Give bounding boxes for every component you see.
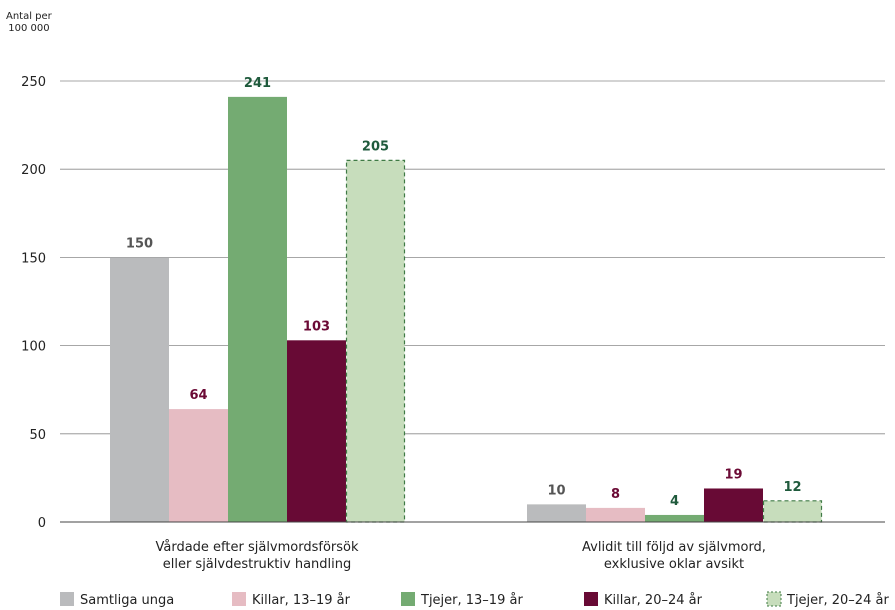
bar [287, 340, 346, 522]
x-category-label: eller självdestruktiv handling [163, 557, 352, 572]
legend-label: Samtliga unga [80, 593, 174, 608]
y-tick-label: 200 [21, 163, 46, 178]
legend-swatch [766, 591, 782, 607]
y-axis-label-line1: Antal per [6, 11, 52, 22]
x-category-label: Avlidit till följd av självmord, [582, 540, 766, 555]
data-label: 64 [189, 388, 207, 403]
bar [169, 409, 228, 522]
bar [586, 507, 645, 522]
bar [704, 488, 763, 522]
bar [527, 504, 586, 522]
legend-swatch [60, 592, 74, 606]
y-tick-label: 150 [21, 251, 46, 266]
legend-label: Killar, 20–24 år [604, 593, 703, 608]
data-label: 12 [783, 480, 801, 495]
legend-swatch [401, 592, 415, 606]
legend-swatch [232, 592, 246, 606]
y-axis-label: Antal per 100 000 [6, 11, 52, 35]
data-label: 10 [547, 483, 565, 498]
y-tick-label: 250 [21, 75, 46, 90]
bar [110, 257, 169, 522]
x-category-label: exklusive oklar avsikt [604, 557, 744, 572]
legend-label: Tjejer, 20–24 år [786, 593, 889, 608]
data-label: 19 [724, 467, 742, 482]
data-label: 205 [362, 139, 389, 154]
data-label: 8 [611, 487, 620, 502]
bar [228, 96, 287, 522]
bar [762, 500, 823, 523]
y-axis-label-line2: 100 000 [8, 23, 50, 34]
data-label: 103 [303, 319, 330, 334]
data-label: 4 [670, 494, 679, 509]
data-label: 150 [126, 236, 153, 251]
legend-label: Tjejer, 13–19 år [420, 593, 523, 608]
data-label: 241 [244, 76, 271, 91]
legend-label: Killar, 13–19 år [252, 593, 351, 608]
legend-swatch [584, 592, 598, 606]
x-category-label: Vårdade efter självmordsförsök [155, 540, 359, 555]
y-tick-label: 50 [29, 428, 46, 443]
y-tick-label: 100 [21, 340, 46, 355]
y-tick-label: 0 [38, 516, 46, 531]
bar [345, 159, 406, 523]
bar [645, 514, 704, 522]
